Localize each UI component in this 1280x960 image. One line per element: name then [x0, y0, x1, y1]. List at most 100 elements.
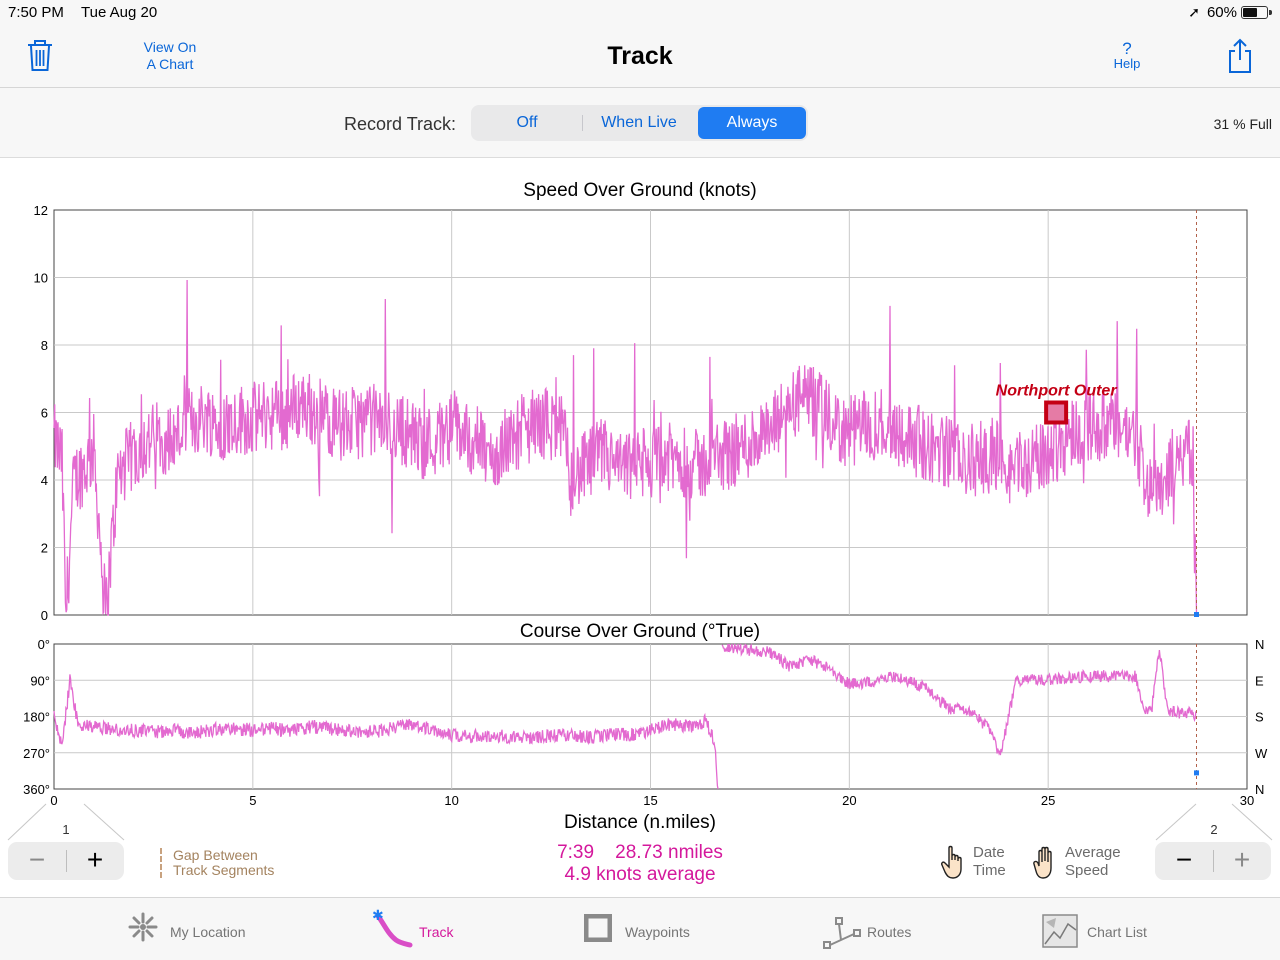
gap-legend-line2: Track Segments [173, 862, 275, 878]
tab-label-waypoints: Waypoints [625, 924, 690, 940]
cog-chart-title: Course Over Ground (°True) [520, 621, 760, 642]
zoom-right-number: 2 [1210, 822, 1218, 837]
tab-my-location[interactable]: My Location [128, 898, 268, 960]
help-button[interactable]: ? Help [1104, 40, 1150, 70]
battery-level [1243, 8, 1257, 17]
view-on-chart-button[interactable]: View On A Chart [130, 39, 210, 73]
battery-percent: 60% [1206, 4, 1237, 21]
date-time-line2: Time [973, 862, 1006, 879]
track-icon: ✱ [372, 908, 413, 948]
summary-average-speed: 4.9 knots average [564, 864, 716, 885]
cog-ytick-label: 90° [30, 673, 50, 688]
status-bar: 7:50 PM Tue Aug 20 ➚ 60% [0, 0, 1280, 26]
record-when-live-option[interactable]: When Live [601, 114, 677, 131]
x-axis-label: Distance (n.miles) [564, 812, 716, 833]
sog-ytick-label: 4 [41, 473, 48, 488]
waypoint-label: Northport Outer [996, 383, 1118, 400]
sog-cursor-marker [1193, 612, 1199, 617]
stepper-divider [66, 850, 67, 872]
tab-waypoints[interactable]: Waypoints [584, 898, 714, 960]
cog-cursor-marker [1193, 770, 1199, 776]
sog-ytick-label: 8 [41, 338, 48, 353]
x-tick-label: 25 [1041, 793, 1055, 808]
stepper-divider [1213, 850, 1214, 872]
tab-label-my-location: My Location [170, 924, 246, 940]
hand-open-icon [1033, 846, 1052, 879]
share-icon [1229, 38, 1251, 73]
zoom-stepper-right: − + [1155, 842, 1271, 880]
cog-compass-label: S [1255, 710, 1264, 725]
x-tick-label: 15 [643, 793, 657, 808]
cog-compass-label: N [1255, 637, 1264, 652]
average-speed-line2: Speed [1065, 862, 1109, 879]
route-icon [823, 917, 861, 949]
hand-pointer-icon [941, 845, 962, 879]
status-time: 7:50 PM [8, 4, 64, 21]
record-track-label: Record Track: [344, 114, 457, 134]
zoom-left-minus-button[interactable]: − [28, 844, 46, 875]
battery-icon [1241, 6, 1268, 19]
tab-label-chart-list: Chart List [1087, 924, 1147, 940]
gap-legend-line1: Gap Between [173, 847, 258, 863]
date-time-label: Date Time [973, 844, 1006, 880]
x-tick-label: 30 [1240, 793, 1254, 808]
x-tick-label: 20 [842, 793, 856, 808]
cog-ytick-label: 0° [38, 637, 50, 652]
sog-ytick-label: 10 [34, 271, 48, 286]
cog-compass-label: N [1255, 782, 1264, 797]
record-off-option[interactable]: Off [516, 114, 538, 131]
compass-icon [128, 912, 158, 942]
cog-series-line [53, 674, 719, 790]
record-track-segmented-control: Off When Live Always [471, 105, 808, 141]
x-tick-label: 5 [249, 793, 256, 808]
battery-tip [1269, 10, 1272, 15]
sog-ytick-label: 0 [41, 608, 48, 623]
view-on-chart-line1: View On [143, 39, 197, 55]
tab-label-routes: Routes [867, 924, 912, 940]
cog-ytick-label: 360° [23, 782, 50, 797]
help-label: Help [1113, 56, 1141, 71]
cog-compass-label: W [1255, 746, 1268, 761]
svg-text:✱: ✱ [372, 908, 384, 924]
sog-ytick-label: 2 [41, 541, 48, 556]
trash-icon [28, 40, 52, 71]
chart-list-icon [1042, 914, 1078, 948]
tab-bar: My Location ✱ Track Waypoints Rou [0, 897, 1280, 960]
trash-button[interactable] [24, 38, 56, 72]
date-time-mode-button[interactable]: Date Time [940, 844, 1020, 880]
average-speed-mode-button[interactable]: Average Speed [1032, 844, 1132, 880]
zoom-stepper-left: − + [8, 842, 124, 880]
sog-chart-title: Speed Over Ground (knots) [523, 180, 756, 201]
track-summary: 7:39 28.73 nmiles 4.9 knots average [460, 842, 820, 886]
date-time-line1: Date [973, 844, 1005, 861]
waypoint-marker [1044, 400, 1069, 425]
storage-full-indicator: 31 % Full [1213, 116, 1272, 132]
tab-routes[interactable]: Routes [822, 898, 932, 960]
x-tick-label: 0 [50, 793, 57, 808]
zoom-right-plus-button[interactable]: + [1233, 844, 1251, 875]
record-always-option[interactable]: Always [698, 107, 806, 139]
location-arrow-icon: ➚ [1188, 4, 1200, 20]
sog-ytick-label: 6 [41, 406, 48, 421]
x-tick-label: 10 [444, 793, 458, 808]
sog-ytick-label: 12 [34, 203, 48, 218]
gap-between-segments-legend: Gap Between Track Segments [160, 848, 290, 878]
segment-divider [582, 115, 583, 131]
nav-bar: View On A Chart Track ? Help [0, 26, 1280, 88]
tab-chart-list[interactable]: Chart List [1042, 898, 1162, 960]
cog-ytick-label: 180° [23, 710, 50, 725]
record-track-row: Record Track: Off When Live Always 31 % … [0, 88, 1280, 158]
summary-time-distance: 7:39 28.73 nmiles [557, 842, 723, 863]
track-charts[interactable]: Speed Over Ground (knots) 0 2 4 6 8 10 12 Northp… [0, 160, 1280, 836]
tab-track[interactable]: ✱ Track [372, 898, 472, 960]
waypoint-icon [584, 914, 612, 942]
help-icon: ? [1122, 39, 1132, 58]
share-button[interactable] [1224, 38, 1256, 74]
cog-ytick-label: 270° [23, 746, 50, 761]
view-on-chart-line2: A Chart [146, 56, 194, 72]
zoom-left-plus-button[interactable]: + [86, 844, 104, 875]
sog-series-line [53, 279, 1198, 616]
page-title: Track [607, 42, 673, 70]
cog-compass-label: E [1255, 673, 1264, 688]
zoom-right-minus-button[interactable]: − [1175, 844, 1193, 875]
